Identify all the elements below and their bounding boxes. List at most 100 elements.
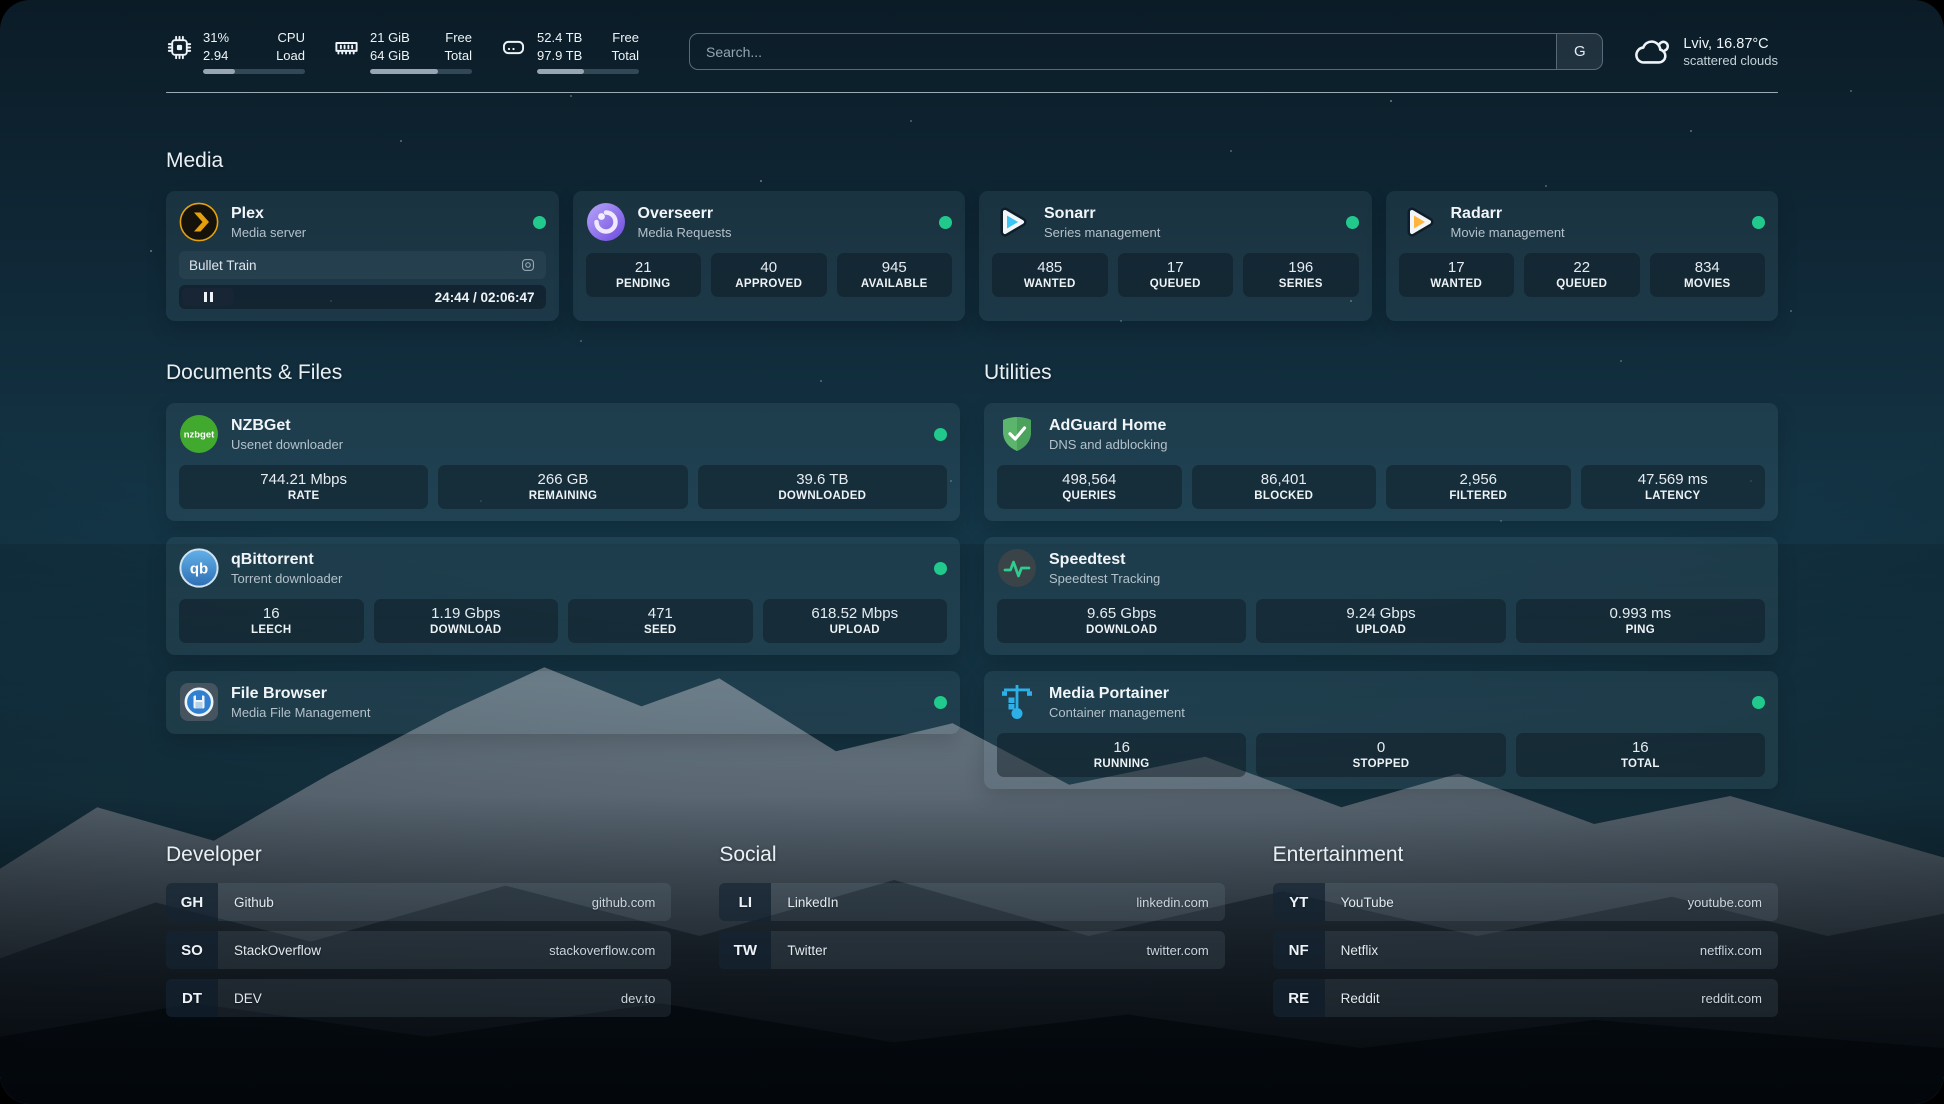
stat-value: 1.19 Gbps xyxy=(431,605,501,623)
stat-block: 17 QUEUED xyxy=(1117,253,1233,298)
stat-label: UPLOAD xyxy=(829,624,880,637)
stat-value: 16 xyxy=(262,605,280,623)
pause-icon xyxy=(203,292,207,303)
bookmark-reddit[interactable]: RE Reddit reddit.com xyxy=(1272,979,1778,1018)
bookmark-github[interactable]: GH Github github.com xyxy=(166,883,672,922)
bookmark-url: reddit.com xyxy=(1701,990,1762,1006)
bookmark-url: stackoverflow.com xyxy=(549,942,656,958)
stat-label: SERIES xyxy=(1278,278,1323,291)
filebrowser-icon xyxy=(179,682,219,722)
stat-label: PENDING xyxy=(616,278,671,291)
bookmark-twitter[interactable]: TW Twitter twitter.com xyxy=(719,931,1225,970)
service-name: qBittorrent xyxy=(231,551,314,569)
stat-label: LEECH xyxy=(251,624,292,637)
bookmark-netflix[interactable]: NF Netflix netflix.com xyxy=(1272,931,1778,970)
stat-block: 618.52 Mbps UPLOAD xyxy=(762,599,947,644)
service-card-portainer[interactable]: Media Portainer Container management 16 … xyxy=(984,671,1778,790)
bookmark-abbr: TW xyxy=(719,931,772,970)
bookmark-group: Social LI LinkedIn linkedin.com TW Twitt… xyxy=(719,843,1225,1017)
stat-block: 0 STOPPED xyxy=(1256,733,1506,778)
bookmark-name: StackOverflow xyxy=(234,942,322,958)
resource-label: Total xyxy=(444,47,472,63)
stat-block: 9.24 Gbps UPLOAD xyxy=(1256,599,1506,644)
stat-label: DOWNLOADED xyxy=(778,490,867,503)
stat-block: 86,401 BLOCKED xyxy=(1191,465,1376,510)
top-bar: 31% CPU 2.94 Load 21 GiB Free 64 GiB Tot… xyxy=(166,0,1778,74)
service-description: Series management xyxy=(1044,225,1161,241)
search-input[interactable] xyxy=(690,34,1557,70)
memory-icon xyxy=(333,34,360,61)
service-card-radarr[interactable]: Radarr Movie management 17 WANTED 22 QUE… xyxy=(1385,191,1778,322)
settings-icon[interactable] xyxy=(520,257,536,273)
stat-label: TOTAL xyxy=(1620,758,1660,771)
bookmark-abbr: GH xyxy=(166,883,218,922)
service-card-nzbget[interactable]: nzbget NZBGet Usenet downloader 744.21 M… xyxy=(166,403,960,522)
resource-value: 64 GiB xyxy=(370,47,410,63)
svg-text:nzbget: nzbget xyxy=(184,430,215,441)
service-card-qbittorrent[interactable]: qb qBittorrent Torrent downloader 16 LEE… xyxy=(166,537,960,656)
now-playing: Bullet Train 24:44 / 02:06:47 xyxy=(179,251,546,310)
service-name: Plex xyxy=(231,205,264,223)
cloud-icon xyxy=(1633,33,1671,71)
stat-value: 196 xyxy=(1288,259,1314,277)
stat-label: QUEUED xyxy=(1149,278,1201,291)
service-description: Media File Management xyxy=(231,705,371,721)
stat-block: 47.569 ms LATENCY xyxy=(1580,465,1765,510)
stat-label: DOWNLOAD xyxy=(430,624,502,637)
search-bar[interactable]: G xyxy=(689,33,1604,71)
bookmark-name: YouTube xyxy=(1340,894,1394,910)
bookmark-group-title: Entertainment xyxy=(1272,843,1404,867)
bookmark-name: DEV xyxy=(234,990,262,1006)
cpu-icon xyxy=(166,34,193,61)
bookmark-abbr: DT xyxy=(166,979,218,1018)
stat-block: 17 WANTED xyxy=(1398,253,1514,298)
resource-widgets: 31% CPU 2.94 Load 21 GiB Free 64 GiB Tot… xyxy=(166,30,639,74)
service-name: Sonarr xyxy=(1044,205,1096,223)
qbittorrent-icon: qb xyxy=(179,548,219,588)
bookmark-youtube[interactable]: YT YouTube youtube.com xyxy=(1272,883,1778,922)
stat-label: FILTERED xyxy=(1449,490,1508,503)
playback-progress-bar: 24:44 / 02:06:47 xyxy=(179,285,546,310)
stat-label: REMAINING xyxy=(528,490,598,503)
service-card-sonarr[interactable]: Sonarr Series management 485 WANTED 17 Q… xyxy=(979,191,1372,322)
service-card-adguard[interactable]: AdGuard Home DNS and adblocking 498,564 … xyxy=(984,403,1778,522)
service-card-plex[interactable]: Plex Media server Bullet Train 24:44 / 0… xyxy=(166,191,559,322)
weather-widget: Lviv, 16.87°C scattered clouds xyxy=(1633,33,1778,71)
stat-label: QUERIES xyxy=(1062,490,1117,503)
radarr-icon xyxy=(1399,202,1439,242)
stat-label: RUNNING xyxy=(1093,758,1150,771)
pause-button[interactable] xyxy=(182,288,234,307)
resource-value: 31% xyxy=(203,30,230,45)
stat-block: 39.6 TB DOWNLOADED xyxy=(697,465,947,510)
service-card-filebrowser[interactable]: File Browser Media File Management xyxy=(166,671,960,735)
resource-label: Free xyxy=(445,30,472,45)
stat-value: 834 xyxy=(1694,259,1720,277)
bookmark-url: linkedin.com xyxy=(1136,894,1209,910)
bookmark-linkedin[interactable]: LI LinkedIn linkedin.com xyxy=(719,883,1225,922)
weather-location-temp: Lviv, 16.87°C xyxy=(1683,35,1769,52)
service-description: Torrent downloader xyxy=(231,571,343,587)
resource-value: 2.94 xyxy=(203,47,229,63)
resource-progress-bar xyxy=(203,68,305,74)
status-dot xyxy=(1752,215,1765,229)
resource-label: Load xyxy=(276,47,305,63)
search-provider-button[interactable]: G xyxy=(1556,34,1603,70)
stat-label: PING xyxy=(1625,624,1655,637)
stat-value: 0.993 ms xyxy=(1609,605,1672,623)
resource-widget: 52.4 TB Free 97.9 TB Total xyxy=(500,30,639,74)
status-dot xyxy=(1752,695,1765,709)
section-media: Media Plex Media server Bullet Train 24:… xyxy=(166,149,1778,322)
bookmark-stackoverflow[interactable]: SO StackOverflow stackoverflow.com xyxy=(166,931,672,970)
service-card-overseerr[interactable]: Overseerr Media Requests 21 PENDING 40 A… xyxy=(572,191,965,322)
status-dot xyxy=(939,215,952,229)
stat-value: 618.52 Mbps xyxy=(811,605,899,623)
bookmark-dev[interactable]: DT DEV dev.to xyxy=(166,979,672,1018)
stat-block: 471 SEED xyxy=(568,599,753,644)
resource-label: CPU xyxy=(277,30,305,45)
bookmark-name: Netflix xyxy=(1340,942,1379,958)
service-card-speedtest[interactable]: Speedtest Speedtest Tracking 9.65 Gbps D… xyxy=(984,537,1778,656)
bookmark-name: Github xyxy=(234,894,274,910)
stat-block: 834 MOVIES xyxy=(1649,253,1765,298)
stat-value: 86,401 xyxy=(1260,471,1307,489)
stat-block: 16 RUNNING xyxy=(997,733,1247,778)
